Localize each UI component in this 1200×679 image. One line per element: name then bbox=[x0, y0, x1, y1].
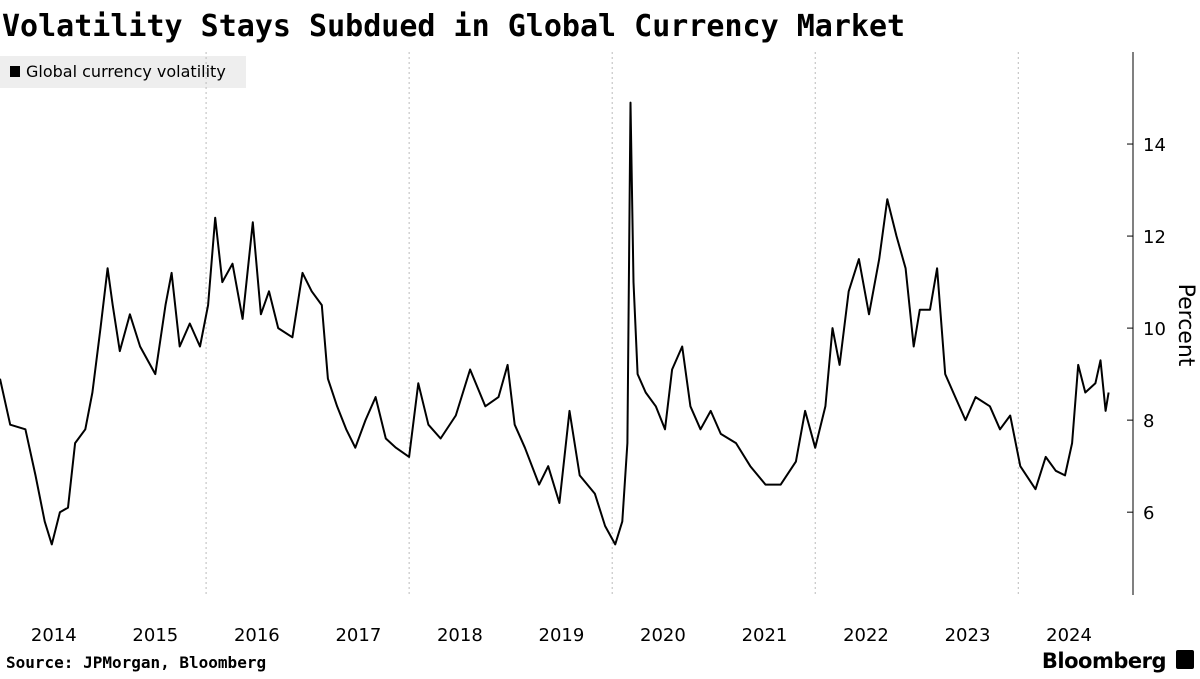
y-axis-label: Percent bbox=[1173, 284, 1198, 367]
x-tick-label: 2017 bbox=[335, 625, 381, 646]
y-tick-label: 8 bbox=[1143, 411, 1154, 432]
y-tick-label: 12 bbox=[1143, 227, 1166, 248]
chart-title: Volatility Stays Subdued in Global Curre… bbox=[2, 9, 905, 44]
x-tick-label: 2019 bbox=[539, 625, 585, 646]
x-tick-label: 2015 bbox=[132, 625, 178, 646]
x-tick-label: 2020 bbox=[640, 625, 686, 646]
y-tick-label: 10 bbox=[1143, 319, 1166, 340]
x-tick-label: 2014 bbox=[31, 625, 77, 646]
x-tick-label: 2021 bbox=[742, 625, 788, 646]
x-tick-label: 2022 bbox=[843, 625, 889, 646]
x-tick-label: 2024 bbox=[1046, 625, 1092, 646]
legend-label: Global currency volatility bbox=[26, 62, 226, 81]
brand: Bloomberg bbox=[1042, 649, 1166, 673]
x-tick-label: 2018 bbox=[437, 625, 483, 646]
series-line bbox=[0, 101, 1110, 546]
x-tick-label: 2016 bbox=[234, 625, 280, 646]
brand-icon bbox=[1176, 650, 1194, 669]
y-tick-label: 6 bbox=[1143, 503, 1154, 524]
source: Source: JPMorgan, Bloomberg bbox=[6, 653, 266, 672]
legend-box bbox=[0, 56, 246, 88]
y-tick-label: 14 bbox=[1143, 135, 1166, 156]
legend-swatch bbox=[10, 66, 20, 77]
x-tick-label: 2023 bbox=[945, 625, 991, 646]
